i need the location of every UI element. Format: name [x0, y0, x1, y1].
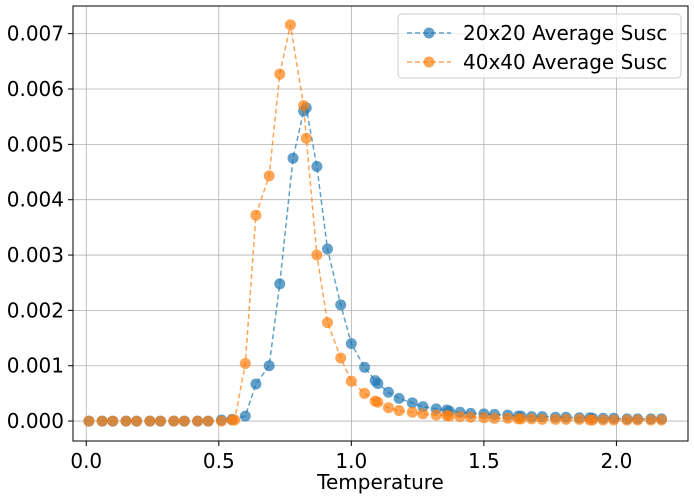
data-point — [263, 360, 275, 372]
data-point — [632, 414, 644, 426]
data-point — [608, 414, 620, 426]
data-point — [239, 358, 251, 370]
data-point — [526, 413, 538, 425]
data-point — [321, 243, 333, 255]
data-point — [478, 412, 490, 424]
data-point — [430, 409, 442, 421]
data-point — [215, 415, 227, 427]
data-point — [560, 413, 572, 425]
data-point — [645, 414, 657, 426]
data-point — [154, 415, 166, 427]
grid — [73, 6, 688, 441]
y-tick-label: 0.006 — [7, 77, 64, 101]
legend-label: 20x20 Average Susc — [463, 21, 667, 45]
legend-item: 20x20 Average Susc — [407, 21, 667, 45]
data-point — [131, 415, 143, 427]
data-point — [321, 317, 333, 329]
data-point — [239, 410, 251, 422]
y-tick-label: 0.007 — [7, 22, 64, 46]
data-point — [345, 338, 357, 350]
legend-box — [397, 13, 682, 79]
y-tick-label: 0.001 — [7, 354, 64, 378]
x-tick-label: 2.0 — [601, 449, 633, 473]
data-point — [406, 397, 418, 409]
data-point — [96, 415, 108, 427]
data-point — [263, 170, 275, 182]
y-tick-label: 0.000 — [7, 409, 64, 433]
legend-marker — [423, 56, 435, 68]
data-point — [382, 386, 394, 398]
data-point — [488, 412, 500, 424]
legend-label: 40x40 Average Susc — [463, 50, 667, 74]
x-axis-label: Temperature — [316, 470, 444, 494]
data-point — [655, 414, 667, 426]
data-point — [287, 152, 299, 164]
data-point — [345, 375, 357, 387]
data-point — [587, 414, 599, 426]
data-point — [454, 411, 466, 423]
data-point — [250, 378, 262, 390]
data-point — [192, 415, 204, 427]
data-point — [443, 410, 455, 422]
data-point — [284, 19, 296, 31]
data-point — [536, 413, 548, 425]
y-tick-label: 0.002 — [7, 298, 64, 322]
series-layer — [83, 19, 667, 427]
data-point — [335, 299, 347, 311]
data-point — [502, 412, 514, 424]
legend-marker — [423, 27, 435, 39]
data-point — [107, 415, 119, 427]
data-point — [417, 408, 429, 420]
data-point — [621, 414, 633, 426]
y-tick-label: 0.003 — [7, 243, 64, 267]
series-2 — [83, 19, 667, 427]
data-point — [573, 413, 585, 425]
data-point — [274, 278, 286, 290]
data-point — [372, 396, 384, 408]
data-point — [597, 414, 609, 426]
data-point — [144, 415, 156, 427]
y-tick-label: 0.004 — [7, 188, 64, 212]
data-point — [515, 413, 527, 425]
data-point — [168, 415, 180, 427]
data-point — [311, 160, 323, 172]
x-tick-label: 1.0 — [335, 449, 367, 473]
data-point — [311, 249, 323, 261]
y-tick-label: 0.005 — [7, 132, 64, 156]
legend-item: 40x40 Average Susc — [407, 50, 667, 74]
data-point — [359, 387, 371, 399]
data-point — [83, 415, 95, 427]
data-point — [335, 352, 347, 364]
data-point — [298, 100, 310, 112]
data-point — [274, 68, 286, 80]
data-point — [250, 209, 262, 221]
data-point — [359, 361, 371, 373]
data-point — [549, 413, 561, 425]
x-tick-label: 0.5 — [203, 449, 235, 473]
axis-ticks: 0.0 0.5 1.0 1.5 2.0 0.000 0.001 0.002 0.003 0.004… — [7, 22, 633, 473]
data-point — [229, 414, 241, 426]
data-point — [372, 377, 384, 389]
data-point — [406, 406, 418, 418]
data-point — [300, 132, 312, 144]
data-point — [382, 402, 394, 414]
x-tick-label: 1.5 — [468, 449, 500, 473]
data-point — [393, 392, 405, 404]
data-point — [393, 405, 405, 417]
data-point — [202, 415, 214, 427]
data-point — [120, 415, 132, 427]
data-point — [465, 411, 477, 423]
x-tick-label: 0.0 — [70, 449, 102, 473]
legend: 20x20 Average Susc 40x40 Average Susc — [397, 13, 682, 79]
data-point — [178, 415, 190, 427]
plot-frame — [72, 5, 689, 442]
